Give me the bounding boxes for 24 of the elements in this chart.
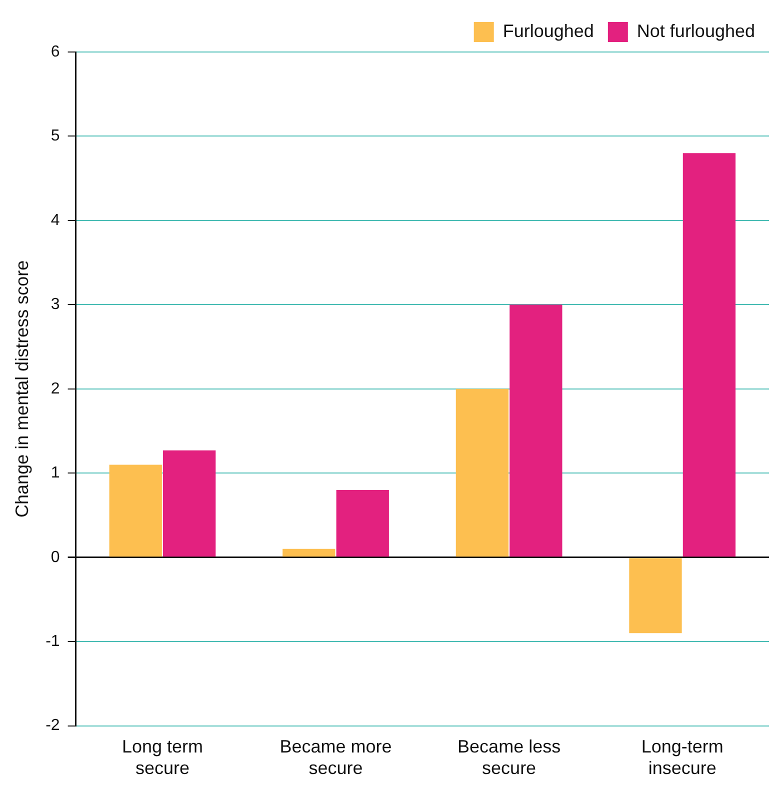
x-tick-label: Long term secure (122, 736, 203, 778)
legend-label: Not furloughed (636, 20, 756, 41)
y-tick-label: 5 (50, 128, 60, 145)
x-tick-label: Long-term insecure (641, 736, 724, 778)
y-tick-label: 0 (50, 548, 60, 566)
y-tick-label: 3 (50, 296, 60, 314)
y-tick-label: 4 (50, 212, 60, 229)
y-tick-label: 6 (50, 43, 60, 60)
bar (109, 464, 162, 557)
y-tick-label: -2 (46, 717, 60, 734)
bar (629, 558, 682, 634)
y-axis-title: Change in mental distress score (12, 260, 32, 518)
bar (510, 304, 562, 557)
bar (682, 153, 736, 557)
bar (282, 548, 336, 557)
y-tick-label: 1 (50, 464, 60, 482)
bar (163, 450, 216, 557)
x-tick-label: Became more secure (280, 736, 392, 778)
bar (336, 490, 389, 557)
y-tick-label: 2 (50, 380, 60, 398)
y-tick-label: -1 (46, 632, 60, 650)
bar (456, 388, 509, 557)
x-tick-label: Became less secure (458, 736, 561, 778)
legend-label: Furloughed (502, 20, 594, 41)
